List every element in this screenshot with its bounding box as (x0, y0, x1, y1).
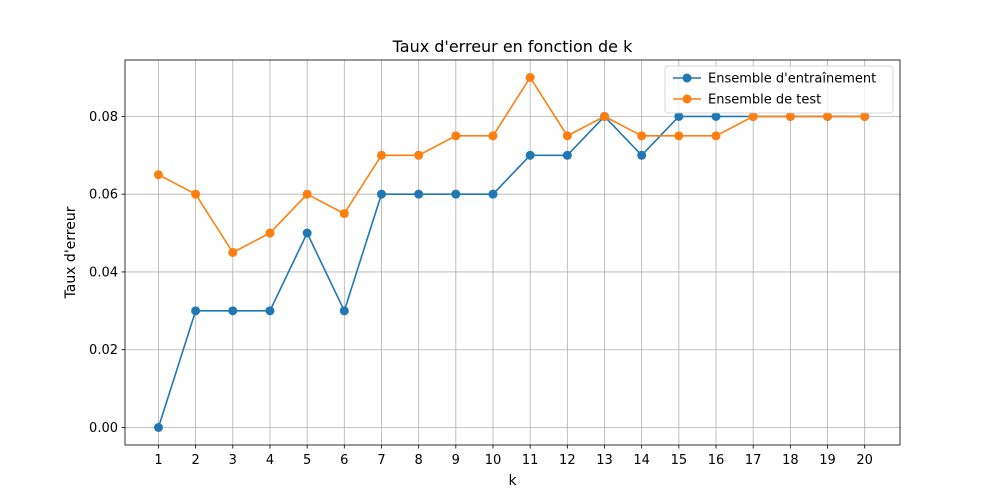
x-tick-label: 12 (559, 453, 576, 468)
series-1-point (414, 150, 424, 160)
series-layer (153, 73, 870, 432)
series-1-point (637, 131, 647, 141)
series-0-point (451, 189, 461, 199)
series-1-point (711, 131, 721, 141)
y-axis-label: Taux d'erreur (63, 206, 79, 299)
y-tick-label: 0.00 (89, 421, 118, 436)
series-1-point (860, 111, 870, 121)
x-tick-label: 6 (340, 453, 348, 468)
series-1-point (748, 111, 758, 121)
series-0-point (339, 306, 349, 316)
series-0-point (562, 150, 572, 160)
legend-marker-0 (682, 73, 692, 83)
x-tick-label: 14 (633, 453, 650, 468)
series-1-point (302, 189, 312, 199)
series-0-point (228, 306, 238, 316)
series-1-point (265, 228, 275, 238)
series-1-point (525, 73, 535, 82)
series-0-point (191, 306, 201, 316)
legend-marker-1 (682, 94, 692, 104)
plot-frame (124, 59, 901, 446)
series-0-point (302, 228, 312, 238)
chart-title: Taux d'erreur en fonction de k (392, 37, 633, 56)
x-axis-ticks: 1 2 3 4 5 6 7 8 9 10 11 12 13 14 15 16 17 18 19 20 (154, 445, 873, 468)
x-tick-label: 20 (856, 453, 873, 468)
legend: Ensemble d'entraînement Ensemble de test (664, 65, 894, 114)
x-tick-label: 10 (485, 453, 502, 468)
x-tick-label: 5 (303, 453, 311, 468)
plot-area (125, 60, 900, 445)
series-1-point (488, 131, 498, 141)
legend-label-0: Ensemble d'entraînement (708, 72, 876, 87)
series-0-point (376, 189, 386, 199)
series-1-point (376, 150, 386, 160)
x-tick-label: 19 (819, 453, 836, 468)
x-tick-label: 1 (154, 453, 162, 468)
series-1-point (451, 131, 461, 141)
x-tick-label: 8 (415, 453, 423, 468)
x-tick-label: 16 (708, 453, 725, 468)
x-tick-label: 17 (745, 453, 762, 468)
series-1-point (562, 131, 572, 141)
x-tick-label: 9 (452, 453, 460, 468)
series-0-point (637, 150, 647, 160)
x-tick-label: 4 (266, 453, 274, 468)
y-tick-label: 0.06 (89, 188, 118, 203)
y-axis-ticks: 0.00 0.02 0.04 0.06 0.08 (89, 110, 125, 436)
series-0-point (414, 189, 424, 199)
series-1-point (785, 111, 795, 121)
x-tick-label: 7 (377, 453, 385, 468)
series-0-point (674, 111, 684, 121)
series-1-point (674, 131, 684, 141)
x-tick-label: 11 (522, 453, 539, 468)
x-tick-label: 2 (191, 453, 199, 468)
x-tick-label: 18 (782, 453, 799, 468)
series-1-point (339, 209, 349, 219)
x-axis-label: k (508, 473, 517, 489)
x-tick-label: 3 (229, 453, 237, 468)
series-0-point (153, 423, 163, 432)
series-1-point (191, 189, 201, 199)
series-0-point (525, 150, 535, 160)
series-0-point (711, 111, 721, 121)
y-tick-label: 0.04 (89, 265, 118, 280)
x-tick-label: 15 (671, 453, 688, 468)
gridlines (125, 60, 900, 445)
legend-box (664, 65, 894, 114)
legend-label-1: Ensemble de test (708, 93, 821, 108)
series-0-point (265, 306, 275, 316)
y-tick-label: 0.08 (89, 110, 118, 125)
series-1-point (153, 170, 163, 180)
series-1-point (228, 248, 238, 257)
series-line-1 (158, 76, 865, 254)
y-tick-label: 0.02 (89, 343, 118, 358)
series-1-point (823, 111, 833, 121)
series-0-point (488, 189, 498, 199)
series-line-0 (157, 115, 865, 428)
series-1-point (599, 111, 609, 121)
x-tick-label: 13 (596, 453, 613, 468)
